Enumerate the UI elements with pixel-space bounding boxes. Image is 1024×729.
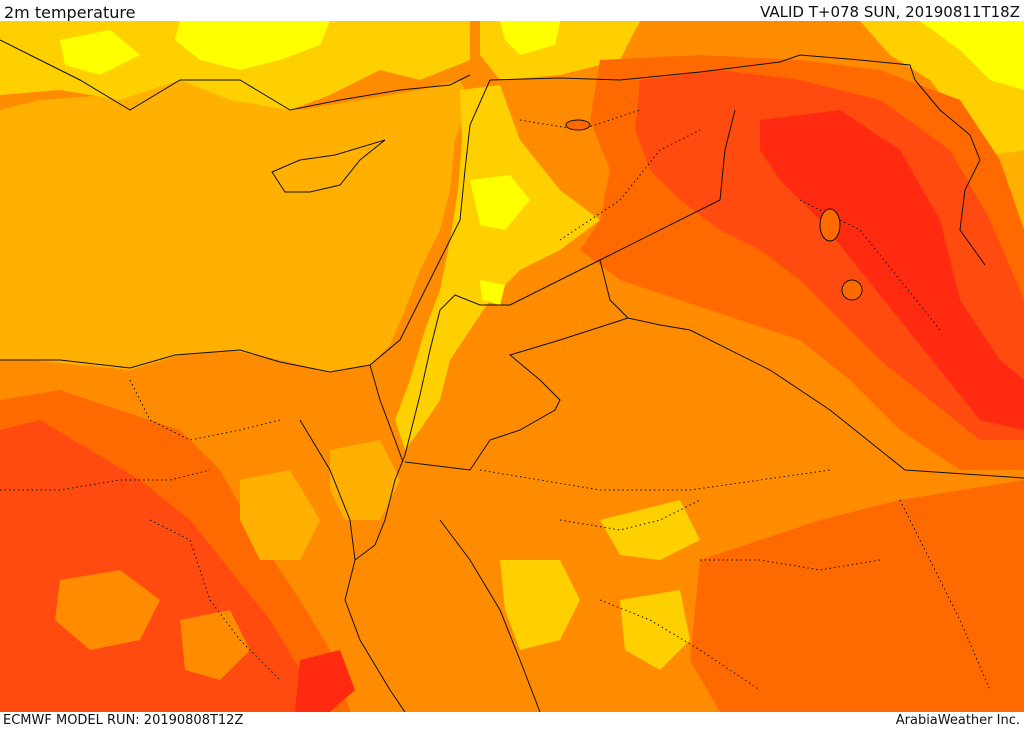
- map-title: 2m temperature: [4, 3, 136, 22]
- admin-borders: [0, 109, 991, 691]
- temperature-map: [0, 21, 1024, 712]
- valid-time: VALID T+078 SUN, 20190811T18Z: [760, 3, 1020, 21]
- turkey-yellow-spots: [175, 21, 330, 70]
- lake-habbaniyah: [841, 279, 863, 301]
- saudi-south-dark: [690, 480, 1024, 712]
- lake-tharthar: [819, 208, 841, 242]
- footer-bar: ECMWF MODEL RUN: 20190808T12Z ArabiaWeat…: [0, 712, 1024, 729]
- lake-assad: [565, 119, 591, 131]
- country-borders: [0, 39, 1024, 712]
- header-bar: 2m temperature VALID T+078 SUN, 20190811…: [0, 0, 1024, 22]
- model-run-label: ECMWF MODEL RUN: 20190808T12Z: [3, 713, 244, 728]
- credit-label: ArabiaWeather Inc.: [895, 713, 1020, 728]
- cyprus: [271, 139, 386, 193]
- levant-yellow-strip: [395, 85, 600, 450]
